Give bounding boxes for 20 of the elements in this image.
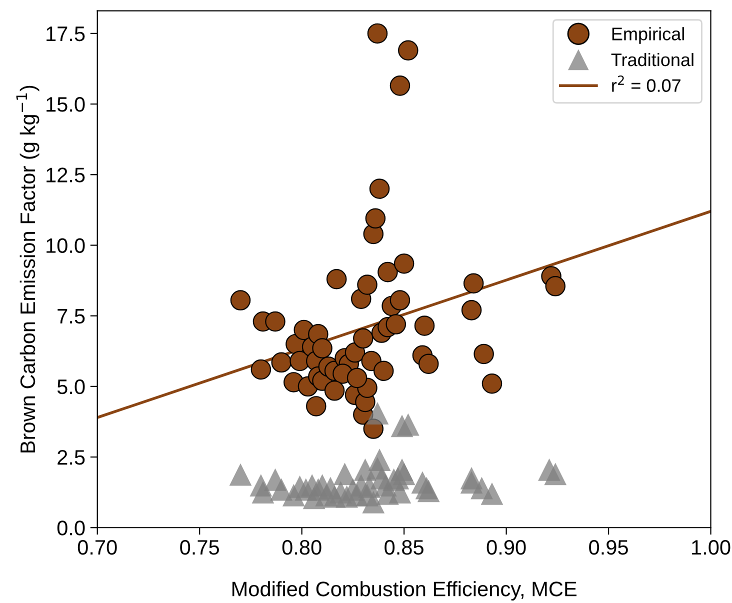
x-tick-label: 1.00 bbox=[692, 540, 730, 555]
x-tick-label: 0.90 bbox=[486, 540, 526, 555]
legend-label: Traditional bbox=[611, 52, 694, 66]
legend-label: r$^{2}$ = 0.07 bbox=[612, 75, 680, 92]
x-tick-label: 0.70 bbox=[78, 540, 117, 555]
y-tick-label: 17.5 bbox=[46, 26, 85, 42]
x-axis-title: Modified Combustion Efficiency, MCE bbox=[232, 581, 576, 600]
y-tick-label: 15.0 bbox=[46, 97, 85, 112]
x-tick-label: 0.95 bbox=[589, 540, 628, 555]
x-tick-label: 0.75 bbox=[180, 540, 219, 555]
legend-label: Empirical bbox=[612, 27, 684, 44]
y-tick-label: 2.5 bbox=[58, 450, 85, 465]
x-tick-label: 0.80 bbox=[282, 540, 322, 555]
y-tick-label: 12.5 bbox=[46, 168, 85, 182]
y-tick-label: 0.0 bbox=[57, 520, 85, 536]
y-axis-title: Brown Carbon Emission Factor (g kg$^{−1}$) bbox=[16, 86, 40, 452]
y-tick-label: 10.0 bbox=[46, 238, 85, 253]
x-tick-label: 0.85 bbox=[384, 540, 424, 555]
y-tick-label: 7.5 bbox=[58, 309, 85, 324]
y-tick-label: 5.0 bbox=[57, 379, 85, 394]
